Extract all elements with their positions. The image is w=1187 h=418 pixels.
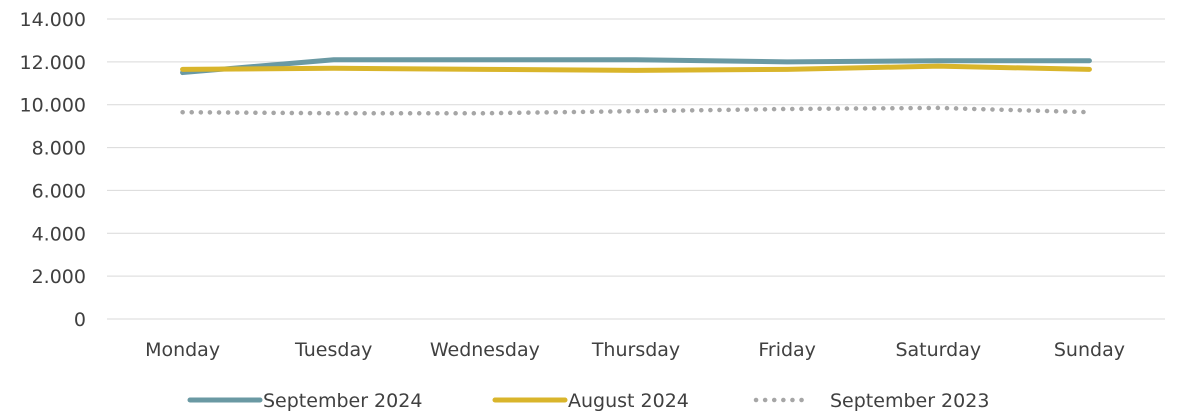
legend-label-august-2024: August 2024 [568,390,689,412]
y-tick-label: 6.000 [32,180,86,202]
legend: September 2024 August 2024 September 2023 [187,390,989,412]
series-august-2024 [180,63,1092,73]
series-line-september-2024 [180,57,1092,76]
legend-label-september-2023: September 2023 [830,390,989,412]
x-tick-label: Monday [145,339,220,361]
y-tick-label: 12.000 [20,52,86,74]
x-tick-label: Thursday [591,339,680,361]
y-tick-label: 2.000 [32,266,86,288]
legend-label-september-2024: September 2024 [263,390,422,412]
series-line-september-2023 [180,105,1092,116]
x-tick-label: Saturday [895,339,981,361]
y-tick-label: 14.000 [20,9,86,31]
y-tick-label: 10.000 [20,95,86,117]
x-tick-label: Wednesday [430,339,540,361]
x-axis-tick-labels: Monday Tuesday Wednesday Thursday Friday Satu… [145,339,1125,361]
y-tick-label: 4.000 [32,223,86,245]
y-tick-label: 0 [74,309,86,331]
y-axis-tick-labels: 0 2.000 4.000 6.000 8.000 10.000 12.000 14.000 [20,9,86,331]
series-september-2023 [180,105,1092,116]
series-line-august-2024 [180,63,1092,73]
series-september-2024 [180,57,1092,76]
x-tick-label: Tuesday [294,339,372,361]
x-tick-label: Friday [758,339,816,361]
y-tick-label: 8.000 [32,138,86,160]
x-tick-label: Sunday [1054,339,1125,361]
